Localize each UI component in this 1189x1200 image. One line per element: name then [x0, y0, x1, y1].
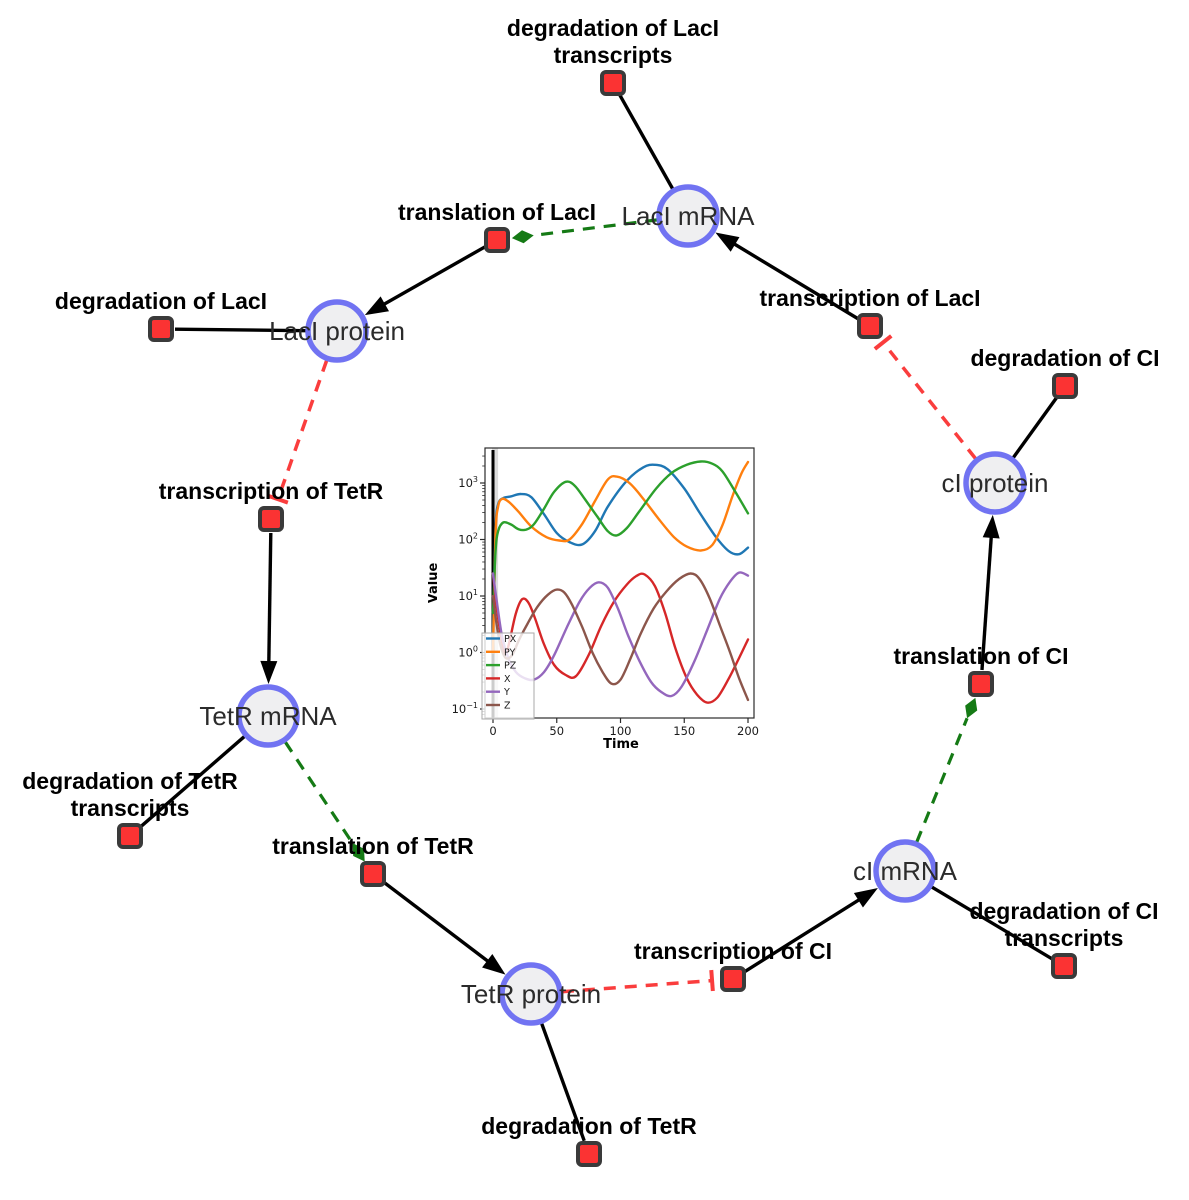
- x-tick-label: 50: [549, 724, 564, 738]
- edge-transcription-ci-ci-mrna: [743, 888, 878, 973]
- species-node-laci-protein[interactable]: [305, 299, 369, 363]
- species-node-tetr-mrna[interactable]: [236, 684, 300, 748]
- reaction-node-transcription-tetr[interactable]: [258, 506, 284, 532]
- y-tick-label: 103: [458, 475, 478, 490]
- reaction-node-deg-ci-transcripts[interactable]: [1051, 953, 1077, 979]
- y-tick-label: 102: [458, 532, 478, 547]
- legend-label-X: X: [504, 674, 511, 685]
- edge-laci-protein-transcription-tetr: [267, 359, 329, 505]
- edge-tetr-protein-deg-tetr: [539, 1022, 586, 1142]
- x-tick-label: 0: [489, 724, 496, 738]
- reaction-label-deg-laci-transcripts: degradation of LacI: [507, 15, 719, 41]
- edge-tetr-mrna-translation-tetr: [283, 740, 365, 862]
- y-tick-label: 100: [458, 645, 478, 660]
- reaction-label-translation-laci: translation of LacI: [398, 199, 596, 225]
- edge-laci-mrna-deg-laci-transcripts: [618, 94, 675, 190]
- legend-label-Z: Z: [504, 701, 511, 712]
- x-tick-label: 150: [673, 724, 695, 738]
- edge-ci-mrna-translation-ci: [915, 697, 978, 843]
- species-label-ci-mrna: cI mRNA: [853, 856, 958, 886]
- series-PY: [491, 460, 750, 654]
- reaction-node-transcription-laci[interactable]: [857, 313, 883, 339]
- species-label-tetr-mrna: TetR mRNA: [199, 701, 337, 731]
- y-tick-label: 101: [458, 588, 478, 603]
- edge-ci-mrna-deg-ci-transcripts: [930, 885, 1053, 961]
- species-label-laci-mrna: LacI mRNA: [622, 201, 756, 231]
- edge-ci-protein-transcription-laci: [873, 334, 978, 460]
- legend-label-PX: PX: [504, 634, 517, 645]
- edge-transcription-laci-laci-mrna: [715, 232, 859, 321]
- reaction-node-translation-laci[interactable]: [484, 227, 510, 253]
- series-PZ: [491, 460, 750, 615]
- edge-translation-ci-ci-protein: [980, 514, 1000, 671]
- y-axis-label: Value: [428, 562, 441, 603]
- reaction-label-deg-ci: degradation of CI: [970, 345, 1159, 371]
- reaction-label-deg-laci: degradation of LacI: [55, 288, 267, 314]
- reaction-label-deg-laci-transcripts: transcripts: [554, 42, 673, 68]
- series-X: [491, 572, 750, 704]
- species-node-ci-protein[interactable]: [963, 451, 1027, 515]
- reaction-node-deg-tetr[interactable]: [576, 1141, 602, 1167]
- reaction-node-translation-ci[interactable]: [968, 671, 994, 697]
- edge-laci-protein-deg-laci: [174, 327, 307, 333]
- species-label-laci-protein: LacI protein: [269, 316, 405, 346]
- edge-tetr-mrna-deg-tetr-transcripts: [139, 735, 246, 829]
- edge-laci-mrna-translation-laci: [511, 218, 658, 244]
- y-tick-label: 10−1: [452, 701, 478, 716]
- reaction-label-transcription-ci: transcription of CI: [634, 938, 832, 964]
- reaction-label-translation-tetr: translation of TetR: [272, 833, 474, 859]
- reaction-label-translation-ci: translation of CI: [893, 643, 1068, 669]
- reaction-node-deg-tetr-transcripts[interactable]: [117, 823, 143, 849]
- reaction-node-deg-ci[interactable]: [1052, 373, 1078, 399]
- reaction-label-deg-tetr-transcripts: transcripts: [71, 795, 190, 821]
- reaction-label-transcription-tetr: transcription of TetR: [159, 478, 384, 504]
- species-node-tetr-protein[interactable]: [499, 962, 563, 1026]
- reaction-node-transcription-ci[interactable]: [720, 966, 746, 992]
- species-label-tetr-protein: TetR protein: [461, 979, 601, 1009]
- x-axis-label: Time: [603, 737, 639, 752]
- nodes-layer: [117, 70, 1078, 1167]
- chart-content: 0 50 100 150 200 10−1 100 101 102 103 PX PY PZ XYZ: [452, 447, 759, 738]
- time-series-chart: 0 50 100 150 200 10−1 100 101 102 103 PX PY PZ XYZ Ti…: [426, 447, 759, 752]
- reaction-label-deg-tetr-transcripts: degradation of TetR: [22, 768, 238, 794]
- legend-label-Y: Y: [503, 687, 510, 698]
- edges-layer: [139, 94, 1059, 1142]
- reaction-node-translation-tetr[interactable]: [360, 861, 386, 887]
- reaction-node-deg-laci-transcripts[interactable]: [600, 70, 626, 96]
- x-tick-label: 200: [737, 724, 759, 738]
- reaction-label-transcription-laci: transcription of LacI: [759, 285, 980, 311]
- edge-ci-protein-deg-ci: [1011, 396, 1059, 459]
- series-PX: [491, 463, 750, 637]
- legend: PX PY PZ XYZ: [481, 632, 535, 720]
- axes-frame: [484, 447, 755, 719]
- time-series-plot: 0 50 100 150 200 10−1 100 101 102 103 PX PY PZ X Y Z Ti…: [426, 436, 774, 766]
- reaction-label-deg-tetr: degradation of TetR: [481, 1113, 697, 1139]
- species-node-ci-mrna[interactable]: [873, 839, 937, 903]
- reaction-node-deg-laci[interactable]: [148, 316, 174, 342]
- labels-layer: LacI mRNA LacI protein TetR mRNA TetR prote…: [22, 15, 1159, 1139]
- reaction-label-deg-ci-transcripts: transcripts: [1005, 925, 1124, 951]
- reaction-label-deg-ci-transcripts: degradation of CI: [969, 898, 1158, 924]
- edge-tetr-protein-transcription-ci: [561, 969, 715, 994]
- edge-transcription-tetr-tetr-mrna: [260, 532, 278, 685]
- legend-label-PZ: PZ: [504, 661, 517, 672]
- legend-label-PY: PY: [504, 647, 516, 658]
- edge-translation-tetr-tetr-protein: [383, 881, 506, 975]
- edge-translation-laci-laci-protein: [364, 245, 486, 316]
- species-node-laci-mrna[interactable]: [656, 184, 720, 248]
- x-tick-label: 100: [610, 724, 632, 738]
- species-label-ci-protein: cI protein: [942, 468, 1049, 498]
